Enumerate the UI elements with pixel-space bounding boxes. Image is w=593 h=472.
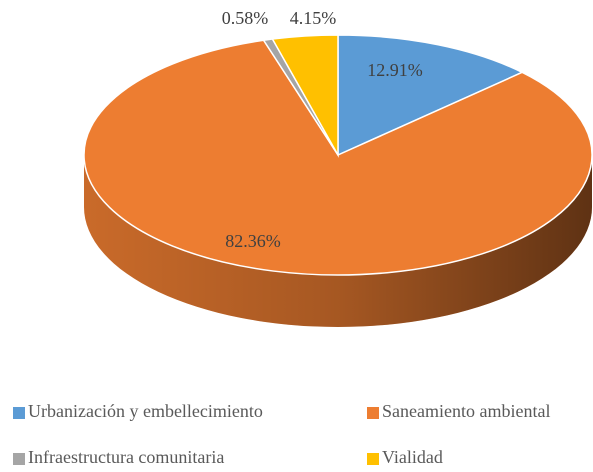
data-label: 4.15% [290,8,337,28]
slice [271,34,339,158]
legend-label: Urbanización y embellecimiento [28,401,263,421]
slice-side-shade [84,155,592,327]
legend-swatch [13,407,25,419]
legend-label: Saneamiento ambiental [382,401,550,421]
data-label: 82.36% [225,231,281,251]
legend-swatch [367,453,379,465]
slice [337,34,524,157]
data-label: 0.58% [222,8,269,28]
legend-swatch [367,407,379,419]
slice [83,39,593,276]
legend-label: Infraestructura comunitaria [28,447,224,467]
legend-label: Vialidad [382,447,443,467]
legend-swatch [13,453,25,465]
data-label: 12.91% [367,60,423,80]
